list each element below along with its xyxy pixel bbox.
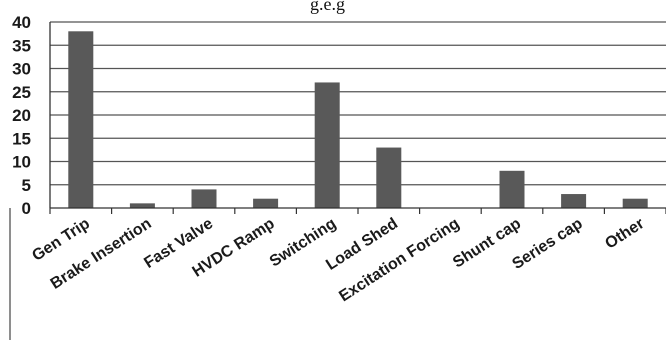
y-tick-label: 15	[12, 129, 31, 148]
axes	[9, 22, 666, 340]
y-tick-label: 0	[22, 199, 31, 218]
y-axis-ticks: 0 5 10 15 20 25 30 35 40	[12, 13, 31, 218]
x-tick-label: Brake Insertion	[48, 215, 155, 293]
bar	[129, 203, 155, 208]
bar	[499, 170, 525, 208]
y-tick-label: 10	[12, 153, 31, 172]
y-tick-label: 5	[22, 176, 31, 195]
header-text-fragment: g.e.g	[310, 0, 345, 14]
bars	[68, 31, 648, 208]
y-tick-label: 25	[12, 83, 31, 102]
bar	[68, 31, 94, 208]
y-tick-label: 20	[12, 106, 31, 125]
y-tick-label: 35	[12, 36, 31, 55]
gridlines	[50, 21, 666, 186]
bar	[314, 82, 340, 208]
y-tick-label: 30	[12, 60, 31, 79]
bar	[376, 147, 402, 208]
x-tick-label: Series cap	[509, 215, 586, 273]
bar	[622, 198, 648, 208]
y-tick-label: 40	[12, 13, 31, 32]
bar	[561, 194, 587, 208]
x-tick-label: Other	[602, 215, 647, 252]
bar	[253, 198, 279, 208]
bar	[191, 189, 217, 208]
